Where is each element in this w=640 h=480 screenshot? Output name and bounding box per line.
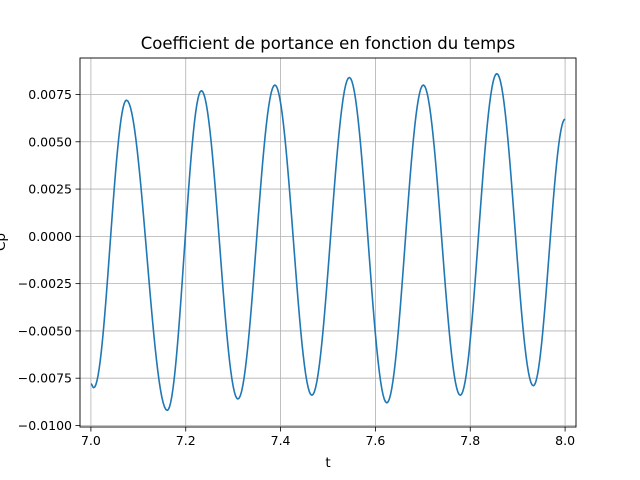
series-line	[90, 72, 566, 412]
x-axis-label: t	[325, 455, 330, 471]
grid	[80, 58, 576, 427]
y-axis-label: Cp	[0, 233, 9, 251]
x-tick-label: 7.8	[460, 433, 480, 448]
y-tick-label: 0.0050	[28, 134, 72, 149]
plot-frame	[79, 57, 577, 428]
y-tick-label: −0.0025	[18, 276, 72, 291]
chart-title: Coefficient de portance en fonction du t…	[141, 34, 516, 53]
y-tick-label: −0.0075	[18, 371, 72, 386]
x-tick-label: 8.0	[555, 433, 575, 448]
y-tick-label: −0.0050	[18, 323, 72, 338]
y-tick-label: 0.0025	[28, 182, 72, 197]
x-axis: 7.0 7.2 7.4 7.6 7.8 8.0	[81, 427, 575, 448]
x-tick-label: 7.0	[81, 433, 101, 448]
x-tick-label: 7.6	[365, 433, 385, 448]
y-tick-label: −0.0100	[18, 418, 72, 433]
y-tick-label: 0.0000	[28, 229, 72, 244]
x-tick-label: 7.2	[176, 433, 196, 448]
x-tick-label: 7.4	[271, 433, 291, 448]
y-tick-label: 0.0075	[28, 87, 72, 102]
y-axis: −0.0100 −0.0075 −0.0050 −0.0025 0.0000 0.0025…	[18, 87, 80, 433]
